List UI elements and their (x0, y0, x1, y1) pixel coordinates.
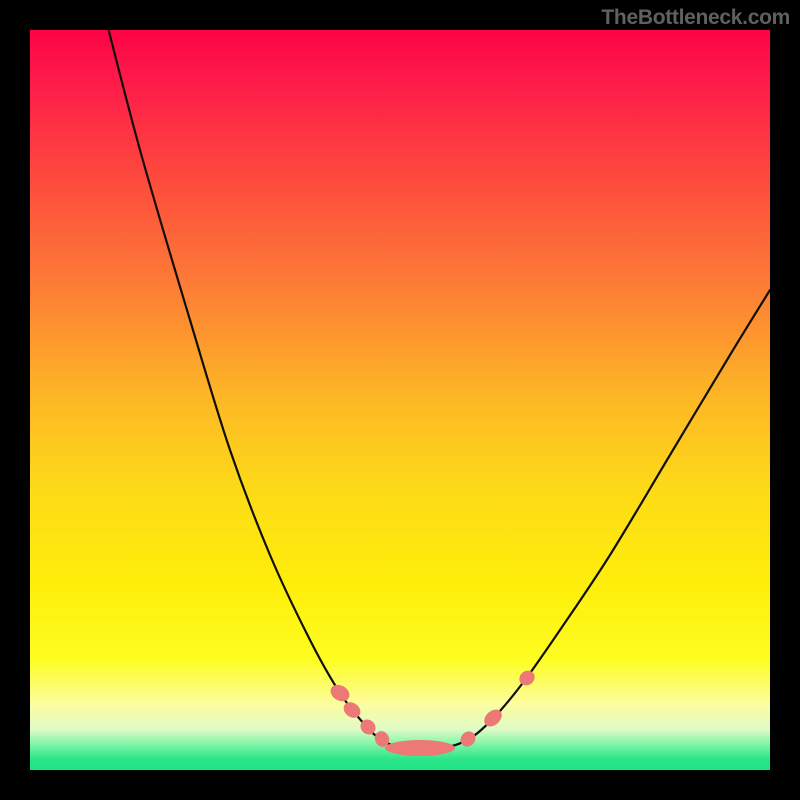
attribution-text: TheBottleneck.com (601, 6, 790, 30)
bottleneck-curve-chart (0, 0, 800, 800)
chart-container: TheBottleneck.com (0, 0, 800, 800)
plot-area (30, 30, 770, 770)
marker-bottom-pill (385, 740, 455, 756)
